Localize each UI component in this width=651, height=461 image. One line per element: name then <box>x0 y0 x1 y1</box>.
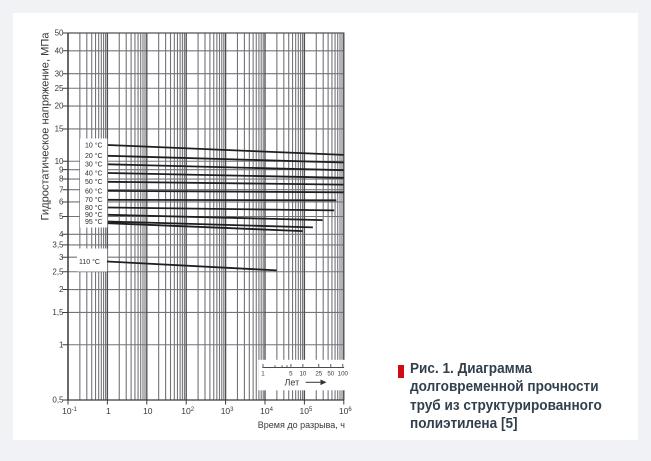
svg-text:30: 30 <box>55 69 64 78</box>
svg-text:1,5: 1,5 <box>52 308 64 317</box>
svg-text:10-1: 10-1 <box>62 406 77 416</box>
svg-text:Время до разрыва, ч: Время до разрыва, ч <box>258 420 346 430</box>
svg-text:1: 1 <box>59 340 64 349</box>
svg-text:10: 10 <box>299 371 306 378</box>
svg-text:7: 7 <box>59 185 64 194</box>
svg-text:10 °C: 10 °C <box>85 141 103 149</box>
svg-text:105: 105 <box>299 406 312 416</box>
svg-text:20 °C: 20 °C <box>85 152 103 160</box>
svg-text:106: 106 <box>339 406 352 416</box>
svg-text:3,5: 3,5 <box>52 241 64 250</box>
svg-text:100: 100 <box>338 371 349 378</box>
svg-text:40: 40 <box>55 46 64 55</box>
svg-text:15: 15 <box>55 125 64 134</box>
svg-text:102: 102 <box>181 406 194 416</box>
svg-text:25: 25 <box>55 84 64 93</box>
svg-text:50: 50 <box>327 371 334 378</box>
svg-text:1: 1 <box>261 371 265 378</box>
svg-text:50 °C: 50 °C <box>85 178 103 186</box>
svg-text:5: 5 <box>289 371 293 378</box>
svg-text:10: 10 <box>143 406 153 416</box>
svg-text:40 °C: 40 °C <box>85 169 103 177</box>
svg-text:8: 8 <box>59 175 64 184</box>
svg-text:80 °C: 80 °C <box>85 204 103 212</box>
svg-text:60 °C: 60 °C <box>85 187 103 195</box>
svg-text:3: 3 <box>59 253 64 262</box>
svg-text:Гидростатическое напряжение, М: Гидростатическое напряжение, МПа <box>39 32 51 221</box>
svg-text:4: 4 <box>59 230 64 239</box>
svg-text:25: 25 <box>315 371 322 378</box>
svg-text:Лет: Лет <box>285 378 300 388</box>
svg-text:90 °C: 90 °C <box>85 211 103 219</box>
svg-text:110 °C: 110 °C <box>79 258 100 266</box>
svg-text:0,5: 0,5 <box>52 396 64 405</box>
svg-text:104: 104 <box>260 406 273 416</box>
svg-text:2,5: 2,5 <box>52 267 64 276</box>
svg-text:50: 50 <box>55 29 64 38</box>
svg-text:95 °C: 95 °C <box>85 218 103 226</box>
svg-text:30 °C: 30 °C <box>85 161 103 169</box>
svg-text:6: 6 <box>59 198 64 207</box>
svg-text:9: 9 <box>59 165 64 174</box>
svg-text:103: 103 <box>221 406 234 416</box>
svg-text:2: 2 <box>59 285 64 294</box>
svg-text:20: 20 <box>55 102 64 111</box>
svg-text:5: 5 <box>59 212 64 221</box>
svg-text:70 °C: 70 °C <box>85 196 103 204</box>
svg-text:1: 1 <box>106 406 111 416</box>
svg-text:10: 10 <box>55 157 64 166</box>
